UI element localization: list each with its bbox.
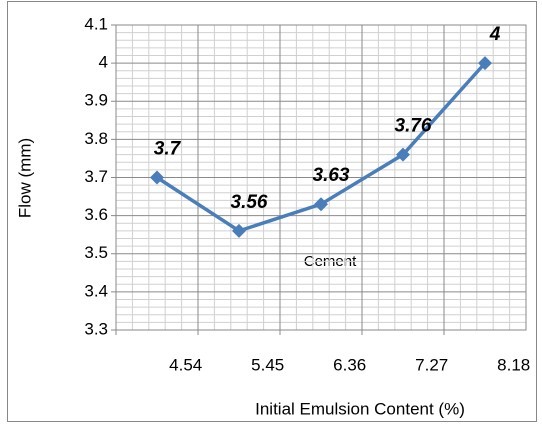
marker [396,147,410,162]
marker [478,56,492,71]
chart-border [7,1,537,422]
marker [232,223,246,238]
x-tick-label: 5.45 [251,355,284,374]
data-label: 3.7 [154,139,182,160]
data-label: 3.56 [231,192,268,213]
y-tick-label: 3.4 [84,281,108,300]
x-tick-label: 8.18 [497,355,530,374]
marker [314,197,328,212]
data-label: 3.63 [313,165,350,186]
data-label: 4 [489,24,501,45]
x-tick-label: 6.36 [333,355,366,374]
y-tick-label: 3.6 [84,205,108,224]
plot-border [115,24,527,331]
x-axis-label: Initial Emulsion Content (%) [255,399,465,418]
data-label: 3.76 [395,116,432,137]
x-tick-label: 7.27 [415,355,448,374]
marker [150,170,164,185]
y-tick-label: 3.9 [84,91,108,110]
y-tick-label: 4.1 [84,14,108,33]
y-axis-label: Flow (mm) [15,138,34,218]
y-tick-label: 3.7 [84,167,108,186]
y-tick-label: 4 [99,53,108,72]
y-tick-label: 3.8 [84,129,108,148]
y-tick-label: 3.3 [84,319,108,338]
x-tick-label: 4.54 [169,355,202,374]
y-tick-label: 3.5 [84,243,108,262]
